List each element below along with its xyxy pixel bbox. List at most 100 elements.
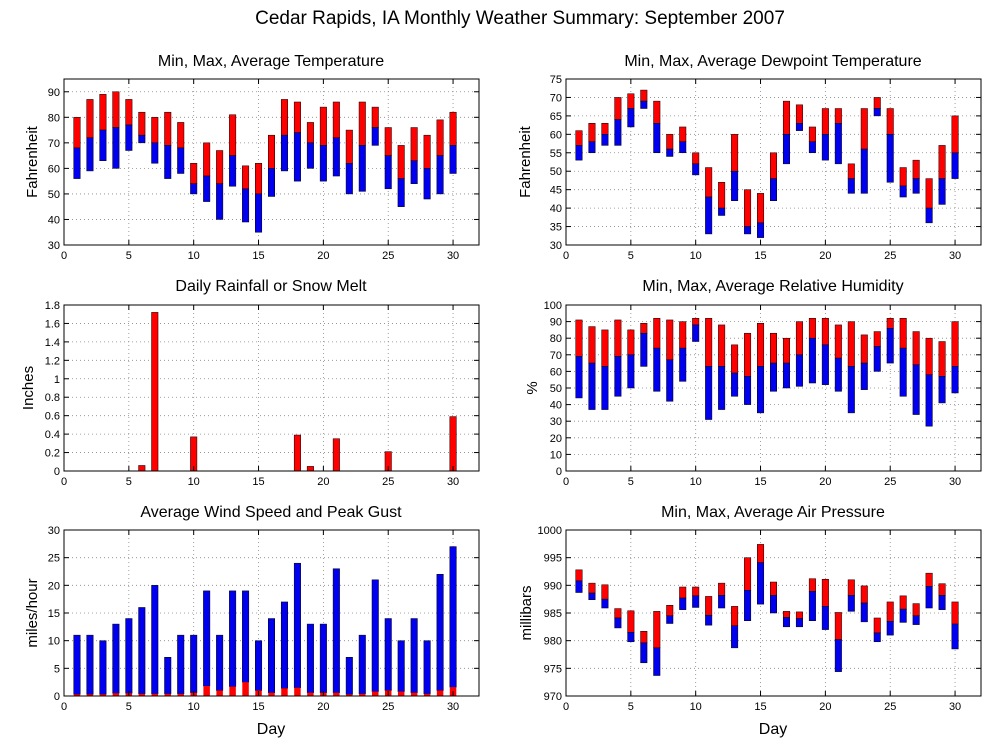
temperature-bar-upper	[449, 111, 457, 146]
wind-bar-avg	[268, 692, 275, 696]
pressure-xtick-label: 5	[628, 701, 634, 713]
wind-bar-gust	[449, 546, 457, 688]
wind-ytick-label: 25	[48, 553, 60, 565]
wind-bar-gust	[99, 640, 107, 695]
wind-bar-avg	[229, 686, 236, 696]
dewpoint-bar-lower	[938, 178, 946, 205]
dewpoint-bar-upper	[899, 167, 907, 187]
pressure-bar-upper	[938, 583, 946, 596]
dewpoint-bar-lower	[575, 145, 583, 161]
humidity-bar-lower	[744, 376, 752, 405]
temperature-bar-upper	[436, 119, 444, 156]
humidity-ytick-label: 70	[550, 350, 562, 362]
wind-bar-gust	[358, 634, 366, 695]
temperature-bar-lower	[397, 178, 405, 207]
humidity-ytick-label: 80	[550, 333, 562, 345]
dewpoint-xtick-label: 30	[949, 250, 961, 262]
pressure-bar-lower	[575, 580, 583, 593]
pressure-bar-lower	[744, 590, 752, 621]
rainfall-ytick-label: 0.6	[45, 411, 60, 423]
pressure-xtick-label: 20	[819, 701, 831, 713]
humidity-bar-lower	[860, 362, 868, 390]
dewpoint-plot-frame	[565, 78, 982, 246]
temperature-bar-upper	[99, 94, 107, 131]
rainfall-ytick-label: 0.2	[45, 448, 60, 460]
temperature-bar-upper	[293, 101, 301, 133]
wind-bar-avg	[410, 692, 418, 696]
dewpoint-bar-upper	[795, 104, 803, 124]
wind-ytick-label: 30	[48, 525, 60, 537]
dewpoint-bar-upper	[912, 159, 920, 179]
humidity-bar-lower	[666, 359, 674, 402]
humidity-ytick-label: 90	[550, 317, 562, 329]
rainfall-xtick-label: 15	[252, 476, 264, 488]
temperature-xtick-label: 0	[61, 250, 67, 262]
humidity-bar-lower	[640, 332, 648, 367]
humidity-bar-lower	[834, 357, 842, 392]
wind-bar-gust	[229, 590, 237, 687]
pressure-bar-lower	[808, 591, 816, 621]
dewpoint-bar-lower	[666, 148, 674, 157]
wind-xtick-label: 15	[252, 701, 264, 713]
pressure-bar-upper	[640, 631, 648, 644]
dewpoint-bar-lower	[627, 108, 635, 128]
temperature-bar-upper	[268, 134, 275, 169]
dewpoint-bar-upper	[731, 134, 739, 172]
xlabel-pressure: Day	[759, 721, 787, 738]
temperature-bar-lower	[332, 137, 340, 177]
temperature-bar-upper	[410, 127, 418, 161]
pressure-bar-lower	[640, 642, 648, 664]
dewpoint-bar-lower	[808, 141, 816, 154]
wind-bar-gust	[125, 618, 133, 694]
temperature-bar-upper	[151, 117, 159, 144]
pressure-bar-upper	[744, 557, 752, 591]
dewpoint-bar-upper	[886, 108, 894, 135]
temperature-bar-upper	[229, 114, 237, 156]
panel-title-humidity: Min, Max, Average Relative Humidity	[642, 278, 903, 295]
ylabel-dewpoint: Fahrenheit	[517, 125, 534, 198]
temperature-bar-upper	[371, 106, 379, 128]
dewpoint-bar-lower	[770, 178, 777, 201]
ylabel-rainfall: Inches	[20, 366, 37, 410]
humidity-xtick-label: 0	[563, 476, 569, 488]
pressure-bar-lower	[718, 595, 726, 609]
humidity-bar-upper	[847, 321, 855, 367]
pressure-bar-upper	[653, 611, 661, 649]
humidity-bar-lower	[899, 347, 907, 397]
wind-bar-gust	[164, 657, 172, 695]
wind-bar-gust	[203, 590, 211, 687]
humidity-ytick-label: 30	[550, 416, 562, 428]
temperature-bar-lower	[371, 127, 379, 146]
temperature-bar-lower	[86, 137, 94, 172]
wind-bar-gust	[306, 623, 314, 693]
temperature-bar-upper	[177, 122, 185, 149]
rainfall-xtick-label: 25	[382, 476, 394, 488]
rainfall-bar	[306, 466, 314, 472]
dewpoint-bar-lower	[692, 163, 700, 176]
rainfall-xtick-label: 5	[126, 476, 132, 488]
humidity-bar-upper	[575, 319, 583, 357]
temperature-ytick-label: 80	[48, 112, 60, 124]
rainfall-bar	[151, 312, 159, 472]
wind-bar-avg	[177, 693, 184, 696]
wind-bar-gust	[319, 623, 327, 693]
pressure-bar-upper	[692, 586, 700, 597]
panel-title-pressure: Min, Max, Average Air Pressure	[661, 504, 885, 521]
temperature-bar-lower	[125, 124, 133, 151]
pressure-bar-lower	[873, 632, 881, 643]
wind-bar-gust	[190, 634, 198, 693]
dewpoint-bar-lower	[873, 108, 881, 117]
humidity-ytick-label: 60	[550, 366, 562, 378]
temperature-bar-upper	[216, 150, 224, 184]
temperature-ytick-label: 70	[48, 138, 60, 150]
temperature-ytick-label: 40	[48, 214, 60, 226]
humidity-bar-lower	[627, 354, 635, 389]
panel-title-temperature: Min, Max, Average Temperature	[158, 53, 384, 70]
pressure-bar-lower	[653, 647, 661, 676]
wind-ytick-label: 15	[48, 608, 60, 620]
pressure-ytick-label: 985	[544, 608, 562, 620]
pressure-xtick-label: 10	[690, 701, 702, 713]
temperature-bar-upper	[423, 134, 431, 169]
wind-ytick-label: 0	[54, 691, 60, 703]
temperature-xtick-label: 20	[317, 250, 329, 262]
